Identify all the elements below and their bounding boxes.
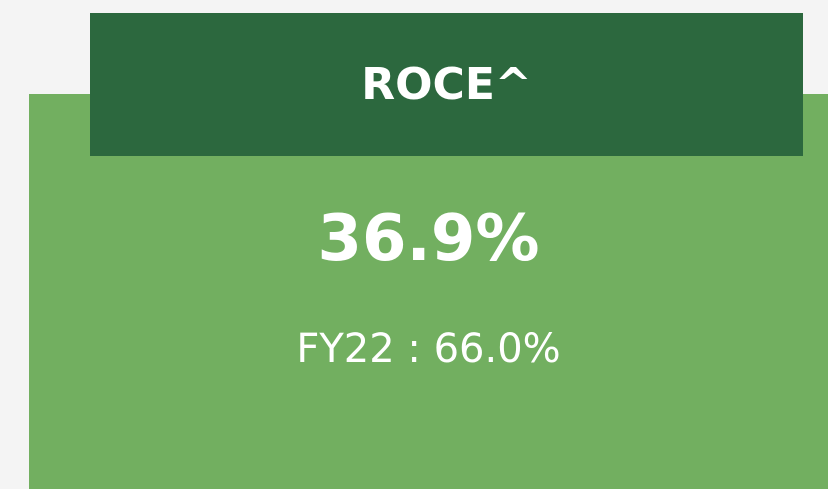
card-title: ROCE^ (90, 13, 803, 156)
kpi-comparison: FY22 : 66.0% (296, 326, 561, 372)
kpi-value: 36.9% (317, 202, 540, 276)
card-panel (29, 94, 828, 489)
